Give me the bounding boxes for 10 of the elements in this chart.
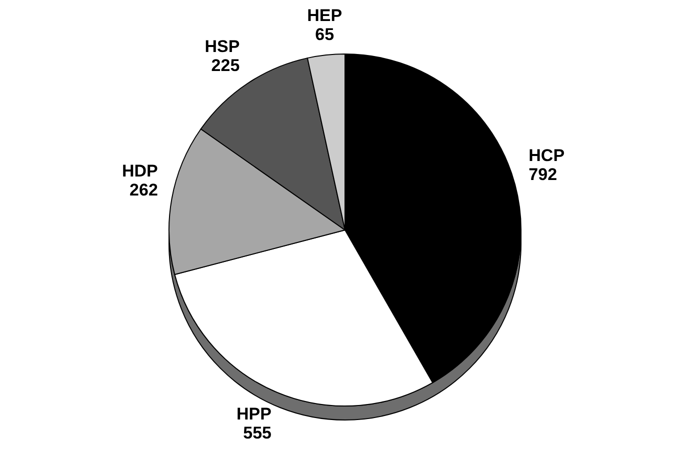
slice-label: HDP <box>122 161 158 180</box>
slice-label: HPP <box>236 404 272 424</box>
data-label: 225 <box>211 56 240 75</box>
data-label: 792 <box>528 165 558 184</box>
slice-label: HEP <box>307 6 342 26</box>
slice-label: HSP <box>204 36 240 56</box>
data-label: 262 <box>130 180 158 200</box>
slice-label: HCP <box>528 146 565 166</box>
data-label: 555 <box>243 423 272 442</box>
data-label: 65 <box>315 25 334 44</box>
